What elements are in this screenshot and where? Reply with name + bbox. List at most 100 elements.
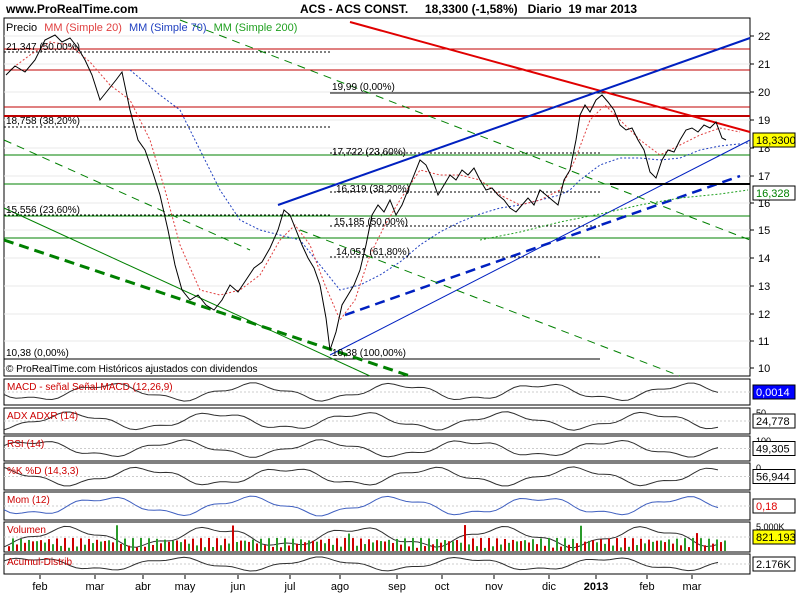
volume-bar xyxy=(604,543,606,551)
volume-bar xyxy=(52,544,54,551)
volume-bar xyxy=(32,541,34,551)
volume-bar xyxy=(136,547,138,551)
volume-bar xyxy=(596,542,598,551)
time-tick-label: jul xyxy=(283,581,295,593)
main-panel-frame xyxy=(3,17,751,377)
volume-bar xyxy=(144,546,146,551)
volume-bar xyxy=(272,546,274,551)
volume-bar xyxy=(428,538,430,551)
volume-bar xyxy=(568,544,570,551)
indicator-line xyxy=(3,525,719,549)
indicator-value-badge-bg xyxy=(752,469,796,484)
indicator-label: RSI (14) xyxy=(7,439,44,450)
volume-bar xyxy=(592,540,594,551)
ticker-price: 18,3300 (-1,58%) xyxy=(424,2,518,16)
volume-bar xyxy=(416,547,418,551)
time-tick-label: may xyxy=(175,581,196,593)
volume-bar xyxy=(612,545,614,551)
volume-bar xyxy=(64,538,66,551)
volume-bar xyxy=(240,540,242,551)
main-legend: Precio MM (Simple 20) MM (Simple 70) MM … xyxy=(6,22,297,34)
site-name[interactable]: www.ProRealTime.com xyxy=(6,2,139,16)
volume-bar xyxy=(552,547,554,551)
time-tick-label: dic xyxy=(542,581,557,593)
volume-bar xyxy=(640,538,642,551)
volume-bar xyxy=(504,538,506,551)
volume-bar xyxy=(260,538,262,551)
price-tick-label: 11 xyxy=(758,336,769,348)
price-tick-label: 16 xyxy=(758,198,770,210)
volume-bar xyxy=(548,538,550,551)
volume-bar xyxy=(680,545,682,551)
volume-bar xyxy=(256,543,258,551)
indicator-label: MACD - señal Señal MACD (12,26,9) xyxy=(7,382,173,393)
volume-bar xyxy=(716,539,718,551)
volume-bar xyxy=(224,538,226,551)
ma-badge: 16,328 xyxy=(756,188,790,200)
volume-bar xyxy=(696,533,698,551)
fib-label: 16,319 (38,20%) xyxy=(336,184,410,195)
volume-bar xyxy=(60,545,62,551)
price-tick-label: 10 xyxy=(758,363,770,375)
fib-label: 10,38 (100,00%) xyxy=(332,348,406,359)
last-price-badge-bg xyxy=(752,132,796,148)
volume-bar xyxy=(556,538,558,551)
volume-bar xyxy=(344,538,346,551)
volume-bar xyxy=(564,538,566,551)
fib-label: 18,758 (38,20%) xyxy=(6,116,80,127)
volume-bar xyxy=(184,539,186,551)
indicator-value-badge-bg xyxy=(752,498,796,514)
volume-bar xyxy=(296,543,298,551)
time-tick-label: ago xyxy=(331,581,349,593)
indicator-value-badge-bg xyxy=(752,384,796,400)
volume-bar xyxy=(364,544,366,551)
volume-bar xyxy=(656,540,658,551)
volume-bar xyxy=(700,538,702,551)
volume-bar xyxy=(572,538,574,551)
volume-bar xyxy=(616,538,618,551)
volume-bar xyxy=(100,541,102,551)
volume-bar xyxy=(24,542,26,551)
price-tick-label: 19 xyxy=(758,115,770,127)
volume-bar xyxy=(348,533,350,551)
ticker-name: ACS - ACS CONST. xyxy=(300,2,409,16)
indicator-panels: MACD - señal Señal MACD (12,26,9) 0,0014 A… xyxy=(3,378,796,575)
time-tick-label: sep xyxy=(388,581,406,593)
volume-bar xyxy=(652,541,654,551)
legend-mm200: MM (Simple 200) xyxy=(214,22,298,34)
volume-bar xyxy=(524,540,526,551)
volume-bar xyxy=(284,538,286,551)
volume-bar xyxy=(644,543,646,551)
volume-bar xyxy=(336,538,338,551)
volume-bar xyxy=(280,547,282,551)
volume-bar xyxy=(252,539,254,551)
volume-bar xyxy=(468,544,470,551)
volume-bar xyxy=(164,539,166,551)
volume-bar xyxy=(672,543,674,551)
volume-bar xyxy=(608,538,610,551)
volume-bar xyxy=(588,540,590,551)
volume-bar xyxy=(724,540,726,551)
volume-bar xyxy=(692,538,694,551)
mm200-line xyxy=(479,189,749,241)
indicator-label: ADX ADXR (14) xyxy=(7,411,78,422)
indicator-value: 2.176K xyxy=(756,559,792,571)
volume-bar xyxy=(208,538,210,551)
volume-bar xyxy=(584,541,586,551)
volume-bar xyxy=(300,539,302,551)
indicator-line xyxy=(3,495,719,517)
volume-bar xyxy=(104,540,106,551)
volume-bar xyxy=(704,545,706,551)
volume-bar xyxy=(196,545,198,551)
price-tick-label: 20 xyxy=(758,87,770,99)
volume-bar xyxy=(436,539,438,551)
volume-bar xyxy=(56,538,58,551)
indicator-value-badge-bg xyxy=(752,529,796,545)
volume-bar xyxy=(268,538,270,551)
volume-bar xyxy=(472,538,474,551)
price-tick-label: 22 xyxy=(758,31,770,43)
volume-bar xyxy=(12,538,14,551)
ma-badge-bg xyxy=(752,185,796,201)
indicator-line xyxy=(3,556,719,572)
